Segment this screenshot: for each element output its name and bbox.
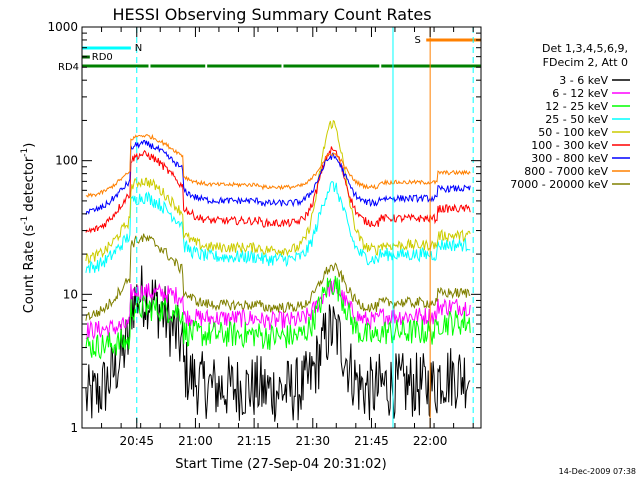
flag-label-2: RD4 <box>58 62 79 73</box>
legend-entry: 800 - 7000 keV <box>524 165 608 178</box>
flag-label-0: N <box>135 43 142 54</box>
x-tick-label: 21:15 <box>237 434 272 448</box>
legend-entry: 3 - 6 keV <box>559 74 608 87</box>
flag-label-1: RD0 <box>92 52 113 63</box>
y-tick-label: 1000 <box>47 20 78 34</box>
series-line-3 <box>85 181 471 274</box>
y-tick-label: 1 <box>70 421 78 435</box>
timestamp: 14-Dec-2009 07:38 <box>559 467 636 476</box>
axes: 1 10 100 1000 20:45 21:00 21:15 21:30 21:45 22:00 <box>47 20 482 448</box>
series-line-0 <box>85 265 471 422</box>
legend-entry: 6 - 12 keV <box>552 87 608 100</box>
series-line-2 <box>85 275 471 360</box>
y-tick-label: 10 <box>63 287 78 301</box>
y-tick-label: 100 <box>55 154 78 168</box>
legend-entry: 300 - 800 keV <box>531 152 608 165</box>
y-axis-label: Count Rate (s-1 detector-1) <box>20 143 37 314</box>
series-line-5 <box>85 146 471 234</box>
series-line-7 <box>85 133 471 198</box>
legend: Det 1,3,4,5,6,9,FDecim 2, Att 0 3 - 6 keV… <box>510 42 630 191</box>
x-tick-label: 21:30 <box>295 434 330 448</box>
flag-label-3: S <box>415 35 421 46</box>
series-line-4 <box>85 119 471 265</box>
series-line-8 <box>85 233 471 321</box>
x-axis-label: Start Time (27-Sep-04 20:31:02) <box>175 457 386 472</box>
series-line-1 <box>85 279 471 340</box>
legend-entry: 12 - 25 keV <box>545 100 608 113</box>
legend-entry: 50 - 100 keV <box>538 126 608 139</box>
legend-header: FDecim 2, Att 0 <box>543 56 628 69</box>
legend-entry: 7000 - 20000 keV <box>510 178 608 191</box>
chart-title: HESSI Observing Summary Count Rates <box>112 5 431 24</box>
legend-header: Det 1,3,4,5,6,9, <box>542 42 628 55</box>
x-tick-label: 22:00 <box>413 434 448 448</box>
series-line-6 <box>85 139 471 215</box>
legend-entry: 25 - 50 keV <box>545 113 608 126</box>
x-tick-label: 21:00 <box>178 434 213 448</box>
x-tick-label: 20:45 <box>119 434 154 448</box>
legend-entry: 100 - 300 keV <box>531 139 608 152</box>
x-tick-label: 21:45 <box>354 434 389 448</box>
